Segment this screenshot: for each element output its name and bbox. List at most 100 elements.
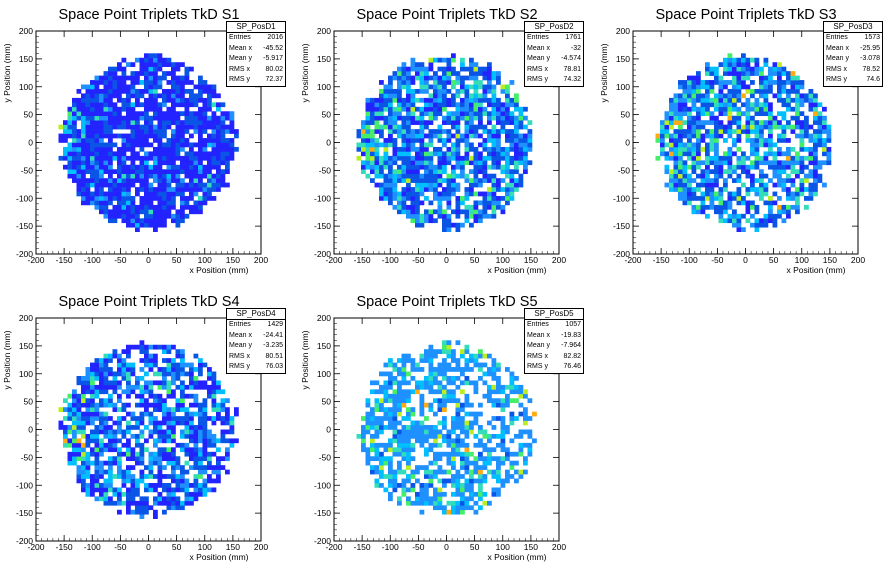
heatmap-cell xyxy=(736,120,742,125)
heatmap-cell xyxy=(781,178,787,183)
heatmap-cell xyxy=(500,478,506,484)
heatmap-cell xyxy=(754,106,760,112)
heatmap-cell xyxy=(99,425,104,430)
heatmap-cell xyxy=(446,57,452,63)
heatmap-cell xyxy=(419,142,425,148)
heatmap-cell xyxy=(220,142,226,148)
heatmap-cell xyxy=(415,209,420,215)
heatmap-cell xyxy=(383,84,389,90)
heatmap-cell xyxy=(171,191,176,197)
heatmap-cell xyxy=(234,129,239,134)
heatmap-cell xyxy=(691,84,697,90)
heatmap-cell xyxy=(518,146,524,152)
heatmap-cell xyxy=(460,173,465,179)
heatmap-cell xyxy=(451,155,456,161)
heatmap-cell xyxy=(126,93,131,99)
heatmap-cell xyxy=(58,138,64,143)
heatmap-cell xyxy=(175,407,181,412)
heatmap-cell xyxy=(108,88,113,94)
heatmap-cell xyxy=(94,474,100,479)
heatmap-cell xyxy=(687,182,692,188)
heatmap-cell xyxy=(455,375,461,381)
heatmap-cell xyxy=(496,106,501,112)
heatmap-cell xyxy=(361,433,366,439)
heatmap-cell xyxy=(401,124,407,130)
heatmap-cell xyxy=(754,138,760,143)
heatmap-cell xyxy=(157,491,163,497)
heatmap-cell xyxy=(189,173,194,179)
heatmap-cell xyxy=(121,389,127,395)
heatmap-cell xyxy=(777,182,782,188)
heatmap-cell xyxy=(220,138,226,143)
heatmap-cell xyxy=(419,71,425,76)
heatmap-cell xyxy=(202,380,208,386)
heatmap-cell xyxy=(464,420,470,426)
heatmap-cell xyxy=(103,375,109,381)
heatmap-cell xyxy=(786,173,791,179)
heatmap-cell xyxy=(85,187,91,192)
heatmap-cell xyxy=(433,169,438,175)
heatmap-cell xyxy=(99,88,104,94)
heatmap-cell xyxy=(482,371,488,377)
heatmap-cell xyxy=(777,164,782,170)
heatmap-cell xyxy=(759,155,764,161)
heatmap-cell xyxy=(451,66,456,72)
heatmap-cell xyxy=(157,344,163,350)
heatmap-cell xyxy=(500,124,506,130)
heatmap-cell xyxy=(126,75,131,81)
heatmap-cell xyxy=(229,111,235,117)
heatmap-cell xyxy=(175,138,181,143)
heatmap-cell xyxy=(220,182,226,188)
heatmap-cell xyxy=(505,155,510,161)
heatmap-cell xyxy=(153,133,158,139)
heatmap-cell xyxy=(180,213,185,219)
heatmap-cell xyxy=(166,138,172,143)
heatmap-cell xyxy=(130,371,136,377)
heatmap-cell xyxy=(135,191,140,197)
heatmap-cell xyxy=(410,213,416,219)
heatmap-cell xyxy=(117,88,122,94)
heatmap-cell xyxy=(496,398,501,404)
heatmap-cell xyxy=(162,111,167,117)
heatmap-cell xyxy=(759,102,764,108)
heatmap-cell xyxy=(464,178,470,183)
heatmap-cell xyxy=(406,160,411,166)
heatmap-cell xyxy=(229,120,235,125)
heatmap-cell xyxy=(184,155,190,161)
heatmap-cell xyxy=(108,483,113,488)
heatmap-cell xyxy=(500,178,506,183)
heatmap-cell xyxy=(718,84,724,90)
heatmap-cell xyxy=(433,71,438,76)
heatmap-cell xyxy=(687,173,692,179)
heatmap-cell xyxy=(76,164,82,170)
heatmap-cell xyxy=(135,456,140,462)
heatmap-cell xyxy=(442,155,447,161)
heatmap-cell xyxy=(754,187,760,192)
heatmap-cell xyxy=(455,433,461,439)
heatmap-cell xyxy=(759,120,764,125)
heatmap-cell xyxy=(99,129,104,134)
heatmap-cell xyxy=(781,97,787,103)
heatmap-cell xyxy=(374,389,380,395)
heatmap-cell xyxy=(374,106,380,112)
heatmap-cell xyxy=(763,138,769,143)
stats-label: RMS y xyxy=(229,76,250,84)
heatmap-cell xyxy=(112,213,118,219)
heatmap-cell xyxy=(216,146,221,152)
heatmap-cell xyxy=(433,106,438,112)
heatmap-cell xyxy=(392,425,398,430)
heatmap-cell xyxy=(424,164,429,170)
heatmap-cell xyxy=(745,88,751,94)
heatmap-cell xyxy=(437,500,443,506)
heatmap-cell xyxy=(171,204,176,210)
heatmap-cell xyxy=(189,191,194,197)
heatmap-cell xyxy=(162,178,167,183)
heatmap-cell xyxy=(428,57,434,63)
heatmap-cell xyxy=(428,469,434,475)
heatmap-cell xyxy=(442,358,447,363)
heatmap-cell xyxy=(121,200,127,206)
heatmap-cell xyxy=(392,451,398,457)
heatmap-cell xyxy=(207,138,212,143)
heatmap-cell xyxy=(705,80,710,85)
heatmap-cell xyxy=(442,402,447,408)
